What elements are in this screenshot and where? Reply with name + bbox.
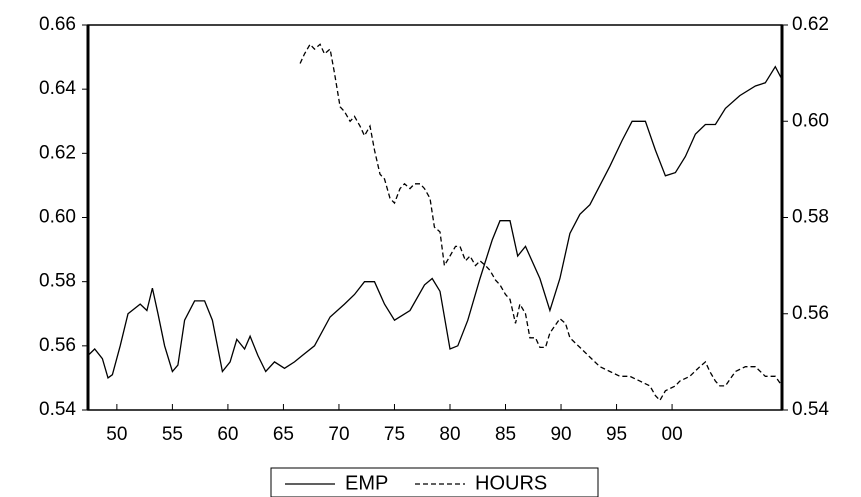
series-line xyxy=(299,43,783,402)
x-tick-label: 95 xyxy=(606,424,627,445)
y2-tick-label: 0.62 xyxy=(792,14,829,35)
y-tick-label: 0.60 xyxy=(39,207,76,228)
legend xyxy=(270,467,599,497)
y-tick-label: 0.54 xyxy=(39,399,76,420)
legend-label: EMP xyxy=(345,472,388,494)
y-tick-label: 0.62 xyxy=(39,142,76,163)
y2-tick-label: 0.54 xyxy=(792,399,829,420)
x-tick-label: 50 xyxy=(106,424,127,445)
plot-frame xyxy=(87,24,783,411)
y2-tick-label: 0.58 xyxy=(792,207,829,228)
y2-tick-label: 0.56 xyxy=(792,303,829,324)
y-tick-label: 0.56 xyxy=(39,335,76,356)
y-tick-label: 0.66 xyxy=(39,14,76,35)
y-tick-label: 0.64 xyxy=(39,78,76,99)
x-tick-label: 00 xyxy=(662,424,683,445)
x-tick-label: 85 xyxy=(495,424,516,445)
legend-label: HOURS xyxy=(475,472,547,494)
x-tick-label: 70 xyxy=(328,424,349,445)
x-tick-label: 55 xyxy=(162,424,183,445)
x-tick-label: 60 xyxy=(217,424,238,445)
x-tick-label: 65 xyxy=(273,424,294,445)
y-tick-label: 0.58 xyxy=(39,271,76,292)
y2-tick-label: 0.60 xyxy=(792,110,829,131)
series-line xyxy=(87,65,783,379)
x-tick-label: 80 xyxy=(439,424,460,445)
x-tick-label: 90 xyxy=(550,424,571,445)
x-tick-label: 75 xyxy=(384,424,405,445)
